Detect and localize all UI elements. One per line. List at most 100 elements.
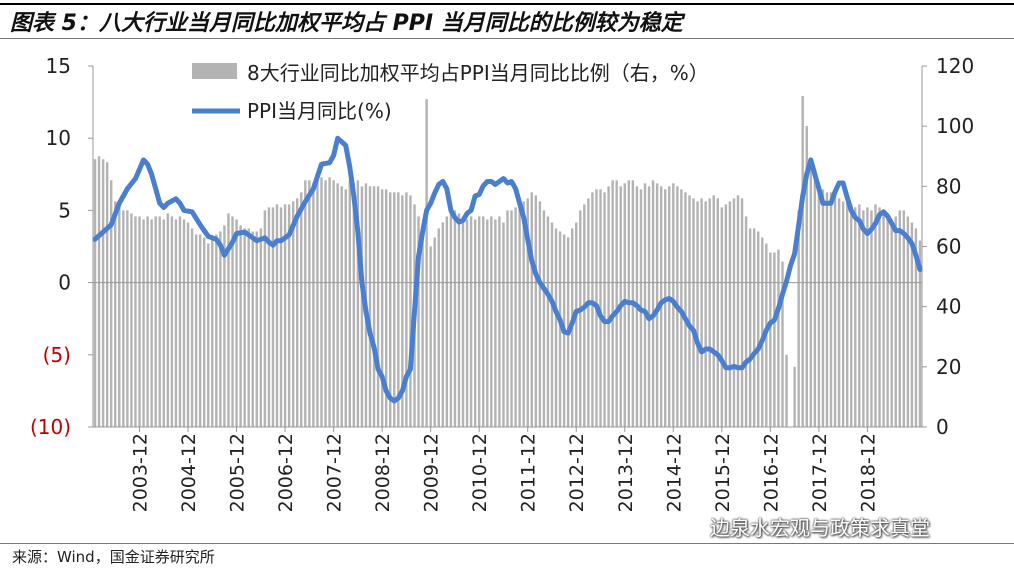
- bar: [651, 180, 655, 427]
- bar: [300, 192, 303, 427]
- bar: [138, 216, 141, 427]
- bar: [296, 198, 299, 427]
- bar: [785, 354, 788, 427]
- bar-series: [93, 96, 922, 428]
- bar: [389, 192, 392, 427]
- bar: [716, 198, 719, 427]
- x-tick-label: 2005-12: [227, 433, 249, 512]
- bar: [579, 210, 582, 427]
- bar: [376, 186, 380, 427]
- bar: [898, 210, 901, 427]
- bar: [190, 228, 194, 427]
- legend: 8大行业同比加权平均占PPI当月同比比例（右，%） PPI当月同比(%): [192, 61, 709, 123]
- bar: [728, 201, 732, 428]
- bar: [437, 228, 440, 427]
- bar: [740, 198, 744, 427]
- bar: [643, 183, 647, 427]
- bar: [874, 204, 877, 427]
- left-tick-label: 0: [58, 271, 71, 295]
- bar: [575, 222, 578, 427]
- bar: [878, 207, 881, 427]
- bar: [324, 180, 327, 427]
- bar: [223, 225, 226, 427]
- x-tick-label: 2012-12: [566, 433, 588, 512]
- bar: [692, 198, 695, 427]
- bar: [550, 222, 554, 427]
- bar: [724, 204, 728, 427]
- title-rule-top: [0, 3, 1014, 5]
- bar: [271, 207, 275, 427]
- bar: [170, 216, 174, 427]
- bar: [777, 249, 780, 427]
- bar: [607, 186, 610, 427]
- bar: [833, 195, 837, 427]
- x-tick-label: 2016-12: [760, 433, 782, 512]
- bar: [477, 216, 481, 427]
- bar: [243, 228, 246, 427]
- bar: [344, 189, 347, 427]
- bar: [732, 198, 736, 427]
- left-tick-label: 15: [46, 54, 71, 78]
- bar: [146, 216, 149, 427]
- bar: [457, 213, 461, 427]
- bar: [162, 219, 165, 427]
- left-tick-label: (10): [30, 415, 71, 439]
- bar: [461, 216, 465, 427]
- bar: [473, 219, 477, 427]
- bar: [194, 234, 198, 427]
- bar: [211, 237, 214, 427]
- bar: [886, 213, 889, 427]
- bar: [465, 219, 469, 427]
- bar: [583, 204, 586, 427]
- x-tick-label: 2017-12: [809, 433, 831, 512]
- bar: [558, 231, 562, 427]
- bar: [348, 180, 351, 427]
- bar: [142, 219, 145, 427]
- bar: [700, 198, 703, 427]
- bar: [283, 204, 287, 427]
- bar: [850, 204, 853, 427]
- bar: [708, 198, 711, 427]
- source-rule: [0, 543, 1014, 544]
- bar: [198, 234, 202, 427]
- x-tick-label: 2013-12: [615, 433, 637, 512]
- bar: [97, 156, 101, 427]
- legend-swatch-bar: [192, 63, 237, 79]
- bar: [287, 204, 291, 427]
- bar: [130, 213, 133, 427]
- bar: [781, 261, 784, 427]
- bar: [829, 192, 833, 427]
- bar: [494, 219, 497, 427]
- bar: [918, 240, 922, 427]
- bar: [801, 96, 804, 427]
- bar: [894, 216, 897, 427]
- bar: [720, 207, 724, 427]
- bar: [744, 216, 748, 427]
- bar: [542, 210, 546, 427]
- bar: [469, 216, 473, 427]
- bar: [336, 183, 339, 427]
- bar: [275, 204, 279, 427]
- bar: [890, 219, 893, 427]
- bar: [263, 210, 267, 427]
- bar: [453, 210, 457, 427]
- x-tick-label: 2004-12: [178, 433, 200, 512]
- bar: [696, 201, 699, 428]
- left-tick-label: 10: [46, 126, 71, 150]
- bar: [174, 219, 178, 427]
- bar: [761, 237, 764, 427]
- bar: [611, 180, 614, 427]
- bar: [421, 231, 424, 427]
- bar: [93, 159, 97, 427]
- bar: [490, 216, 493, 427]
- x-tick-label: 2009-12: [421, 433, 443, 512]
- bar: [554, 228, 558, 427]
- bar: [425, 99, 428, 427]
- bar: [482, 216, 485, 427]
- bar: [332, 180, 335, 427]
- bar: [793, 366, 796, 427]
- bar: [591, 192, 594, 427]
- bar: [360, 186, 364, 427]
- bar: [429, 246, 432, 427]
- bar: [308, 180, 311, 427]
